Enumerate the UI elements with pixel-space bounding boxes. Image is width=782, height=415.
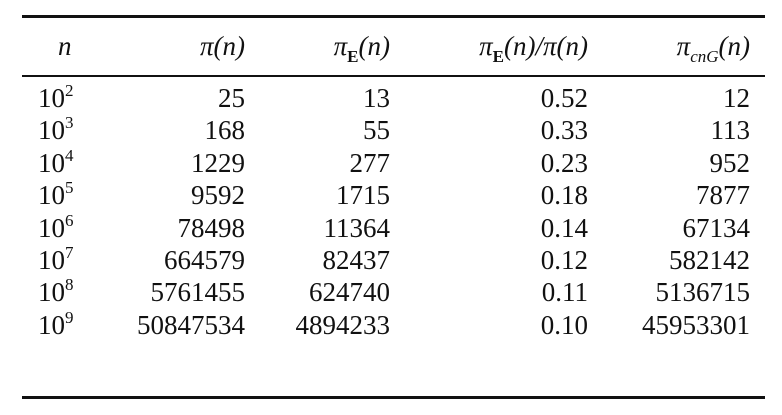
power-exponent: 5	[65, 178, 74, 198]
table-cell: 952	[709, 147, 751, 178]
header-argument: (n)	[213, 31, 245, 61]
table-cell: 5761455	[150, 277, 246, 308]
row-label: 103	[38, 113, 74, 150]
header-argument: (n)	[358, 31, 390, 61]
table-cell: 0.18	[540, 180, 588, 211]
power-base: 10	[38, 115, 65, 146]
row-label: 106	[38, 210, 74, 248]
table-cell: 12	[723, 83, 750, 113]
table-cell: 5136715	[655, 277, 751, 308]
table-cell: 582142	[669, 245, 750, 275]
power-exponent: 4	[65, 145, 74, 165]
power-base: 10	[38, 180, 65, 211]
power-exponent: 7	[65, 243, 74, 262]
power-exponent: 8	[65, 275, 74, 295]
table-cell: 78498	[177, 212, 246, 243]
table-cell: 50847534	[137, 309, 245, 340]
table-cell: 67134	[682, 212, 751, 243]
table-cell: 55	[363, 115, 390, 146]
top-rule	[22, 15, 765, 18]
power-exponent: 2	[65, 81, 74, 100]
power-base: 10	[38, 83, 65, 113]
bottom-rule	[22, 396, 765, 399]
header-cell: πE(n)/π(n)	[479, 30, 588, 66]
table-cell: 168	[204, 115, 246, 146]
row-label: 104	[38, 145, 74, 183]
power-exponent: 9	[65, 307, 74, 327]
power-base: 10	[38, 147, 65, 178]
table-cell: 664579	[164, 245, 245, 275]
table-cell: 0.11	[541, 277, 588, 308]
table-cell: 1715	[336, 180, 390, 211]
header-subscript: E	[347, 47, 359, 66]
row-label: 102	[38, 81, 74, 118]
power-base: 10	[38, 309, 65, 340]
power-base: 10	[38, 277, 65, 308]
table-cell: 113	[710, 115, 751, 146]
table-cell: 7877	[696, 180, 750, 211]
header-argument: (n)/π(n)	[504, 31, 588, 61]
table-cell: 0.23	[540, 147, 588, 178]
row-label: 109	[38, 307, 74, 345]
table-cell: 45953301	[642, 309, 750, 340]
header-subscript: E	[492, 47, 504, 66]
power-exponent: 6	[65, 210, 74, 230]
table-cell: 1229	[191, 147, 245, 178]
table-cell: 11364	[323, 212, 391, 243]
table-cell: 0.12	[540, 245, 588, 275]
header-argument: (n)	[718, 31, 750, 61]
table-cell: 0.10	[540, 309, 588, 340]
table-cell: 277	[349, 147, 391, 178]
power-base: 10	[38, 212, 65, 243]
table-cell: 13	[363, 83, 390, 113]
header-cell: n	[58, 30, 72, 62]
header-symbol: n	[58, 31, 72, 61]
power-exponent: 3	[65, 113, 74, 133]
header-symbol: π	[199, 31, 214, 61]
table-cell: 0.14	[540, 212, 588, 243]
header-symbol: π	[333, 31, 348, 61]
table-cell: 25	[218, 83, 245, 113]
table-cell: 9592	[191, 180, 245, 211]
power-base: 10	[38, 245, 65, 275]
header-cell: πE(n)	[334, 30, 390, 66]
header-symbol: π	[479, 31, 493, 61]
table-cell: 0.52	[540, 83, 588, 113]
row-label: 108	[38, 275, 74, 312]
table-cell: 624740	[309, 277, 390, 308]
header-cell: πcnG(n)	[677, 30, 750, 66]
header-symbol: π	[676, 31, 691, 61]
header-rule	[22, 75, 765, 77]
header-subscript: cnG	[690, 47, 719, 66]
table-cell: 82437	[322, 245, 391, 275]
row-label: 107	[38, 243, 74, 280]
header-cell: π(n)	[200, 30, 245, 62]
table-cell: 4894233	[295, 309, 391, 340]
table-cell: 0.33	[540, 115, 588, 146]
row-label: 105	[38, 178, 74, 215]
